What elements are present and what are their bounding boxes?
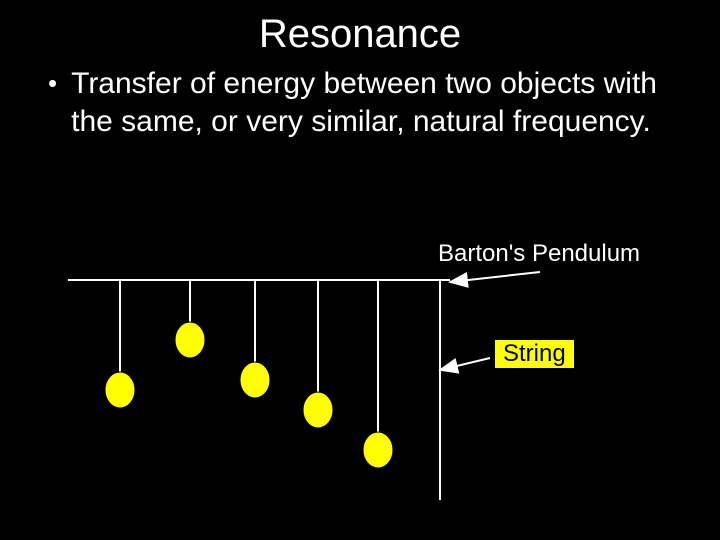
bullet-marker: • [48, 65, 57, 101]
slide-title: Resonance [0, 0, 720, 65]
bullet-text: Transfer of energy between two objects w… [71, 65, 672, 140]
string-label: String [495, 340, 574, 368]
bullet-item: • Transfer of energy between two objects… [0, 65, 720, 140]
bartons-pendulum-label: Barton's Pendulum [438, 240, 640, 268]
